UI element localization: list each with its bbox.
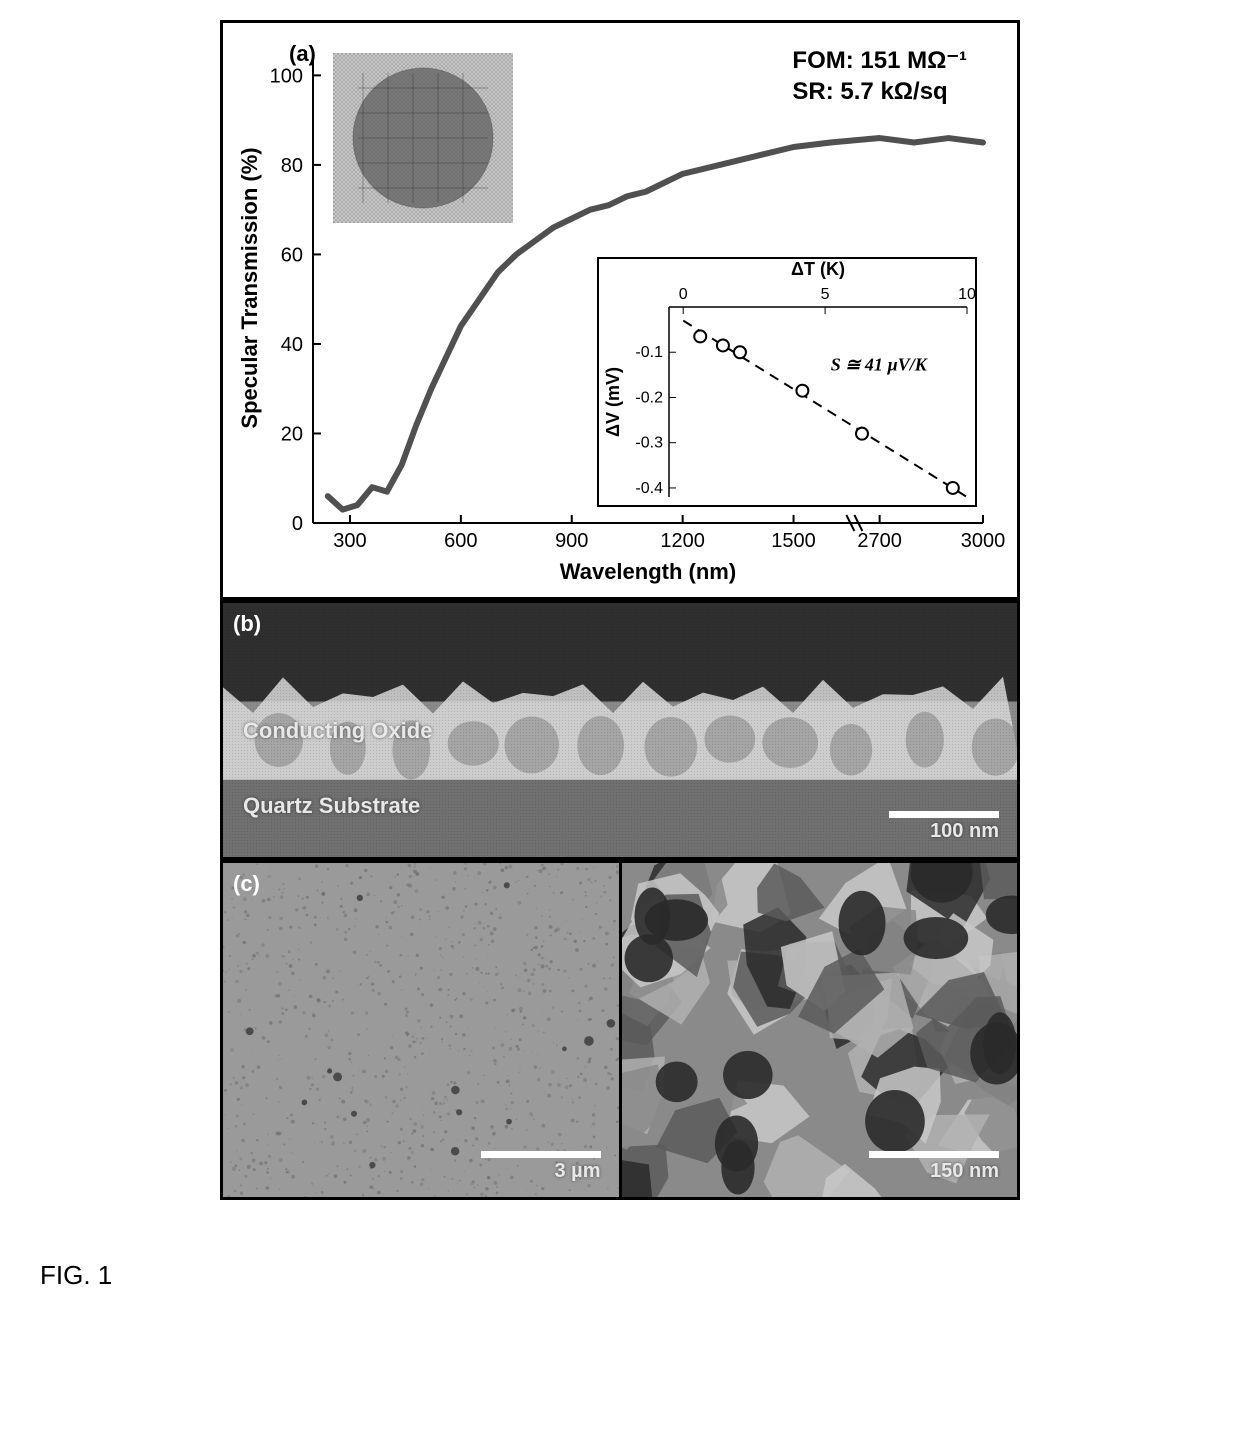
svg-text:40: 40 <box>281 334 303 356</box>
svg-text:0: 0 <box>679 286 688 303</box>
svg-text:2700: 2700 <box>857 530 902 552</box>
scalebar-text-c1: 3 µm <box>481 1160 601 1183</box>
wafer-svg <box>333 53 513 223</box>
svg-text:20: 20 <box>281 423 303 445</box>
fom-line-2: SR: 5.7 kΩ/sq <box>792 76 967 107</box>
panel-b-label: (b) <box>233 611 261 637</box>
seebeck-svg: 0 5 10 -0.4 -0.3 -0.2 -0.1 ΔT (K) ΔV (mV) S ≅ 41 … <box>599 259 979 509</box>
svg-text:60: 60 <box>281 244 303 266</box>
fom-line-1: FOM: 151 MΩ⁻¹ <box>792 45 967 76</box>
panel-c-label: (c) <box>233 871 260 897</box>
sem-cross-section: (b) Conducting Oxide Quartz Substrate 10… <box>223 603 1017 857</box>
scalebar-line <box>869 1151 999 1158</box>
svg-text:S ≅ 41 µV/K: S ≅ 41 µV/K <box>831 354 929 374</box>
panel-c: (c) 3 µm 150 nm <box>220 860 1020 1200</box>
svg-text:80: 80 <box>281 155 303 177</box>
figure-container: 0204060801003006009001200150027003000Wav… <box>220 20 1020 1200</box>
scalebar-line <box>889 811 999 818</box>
svg-text:300: 300 <box>333 530 366 552</box>
panel-a-label: (a) <box>289 41 316 67</box>
seebeck-inset-chart: 0 5 10 -0.4 -0.3 -0.2 -0.1 ΔT (K) ΔV (mV) S ≅ 41 … <box>597 257 977 507</box>
svg-text:ΔT (K): ΔT (K) <box>791 259 845 279</box>
panel-c-right: 150 nm <box>622 863 1018 1197</box>
oxide-layer-label: Conducting Oxide <box>243 718 432 744</box>
svg-text:0: 0 <box>292 513 303 535</box>
svg-text:-0.1: -0.1 <box>635 344 663 361</box>
wafer-photo-inset <box>333 53 513 223</box>
sem-top-high-mag-svg <box>622 863 1018 1197</box>
panel-c-left-scalebar: 3 µm <box>481 1151 601 1183</box>
svg-text:3000: 3000 <box>961 530 1006 552</box>
substrate-layer-label: Quartz Substrate <box>243 793 420 819</box>
scalebar-text-b: 100 nm <box>889 820 999 843</box>
panel-c-right-scalebar: 150 nm <box>869 1151 999 1183</box>
svg-text:100: 100 <box>270 65 303 87</box>
panel-a: 0204060801003006009001200150027003000Wav… <box>220 20 1020 600</box>
fom-text-block: FOM: 151 MΩ⁻¹ SR: 5.7 kΩ/sq <box>792 45 967 107</box>
panel-b-scalebar: 100 nm <box>889 811 999 843</box>
svg-text:1200: 1200 <box>660 530 705 552</box>
svg-text:900: 900 <box>555 530 588 552</box>
svg-text:ΔV (mV): ΔV (mV) <box>603 367 623 437</box>
svg-text:10: 10 <box>958 286 976 303</box>
svg-text:-0.4: -0.4 <box>635 480 663 497</box>
svg-text:-0.3: -0.3 <box>635 435 663 452</box>
svg-text:5: 5 <box>821 286 830 303</box>
figure-caption: FIG. 1 <box>40 1260 1220 1291</box>
panel-b: (b) Conducting Oxide Quartz Substrate 10… <box>220 600 1020 860</box>
svg-text:Specular Transmission (%): Specular Transmission (%) <box>237 147 262 428</box>
transmission-chart: 0204060801003006009001200150027003000Wav… <box>233 33 1007 587</box>
scalebar-text-c2: 150 nm <box>869 1160 999 1183</box>
svg-text:600: 600 <box>444 530 477 552</box>
sem-top-low-mag-svg <box>223 863 622 1197</box>
svg-text:1500: 1500 <box>771 530 816 552</box>
panel-c-left: (c) 3 µm <box>223 863 622 1197</box>
svg-text:Wavelength (nm): Wavelength (nm) <box>560 559 736 584</box>
scalebar-line <box>481 1151 601 1158</box>
svg-text:-0.2: -0.2 <box>635 389 663 406</box>
